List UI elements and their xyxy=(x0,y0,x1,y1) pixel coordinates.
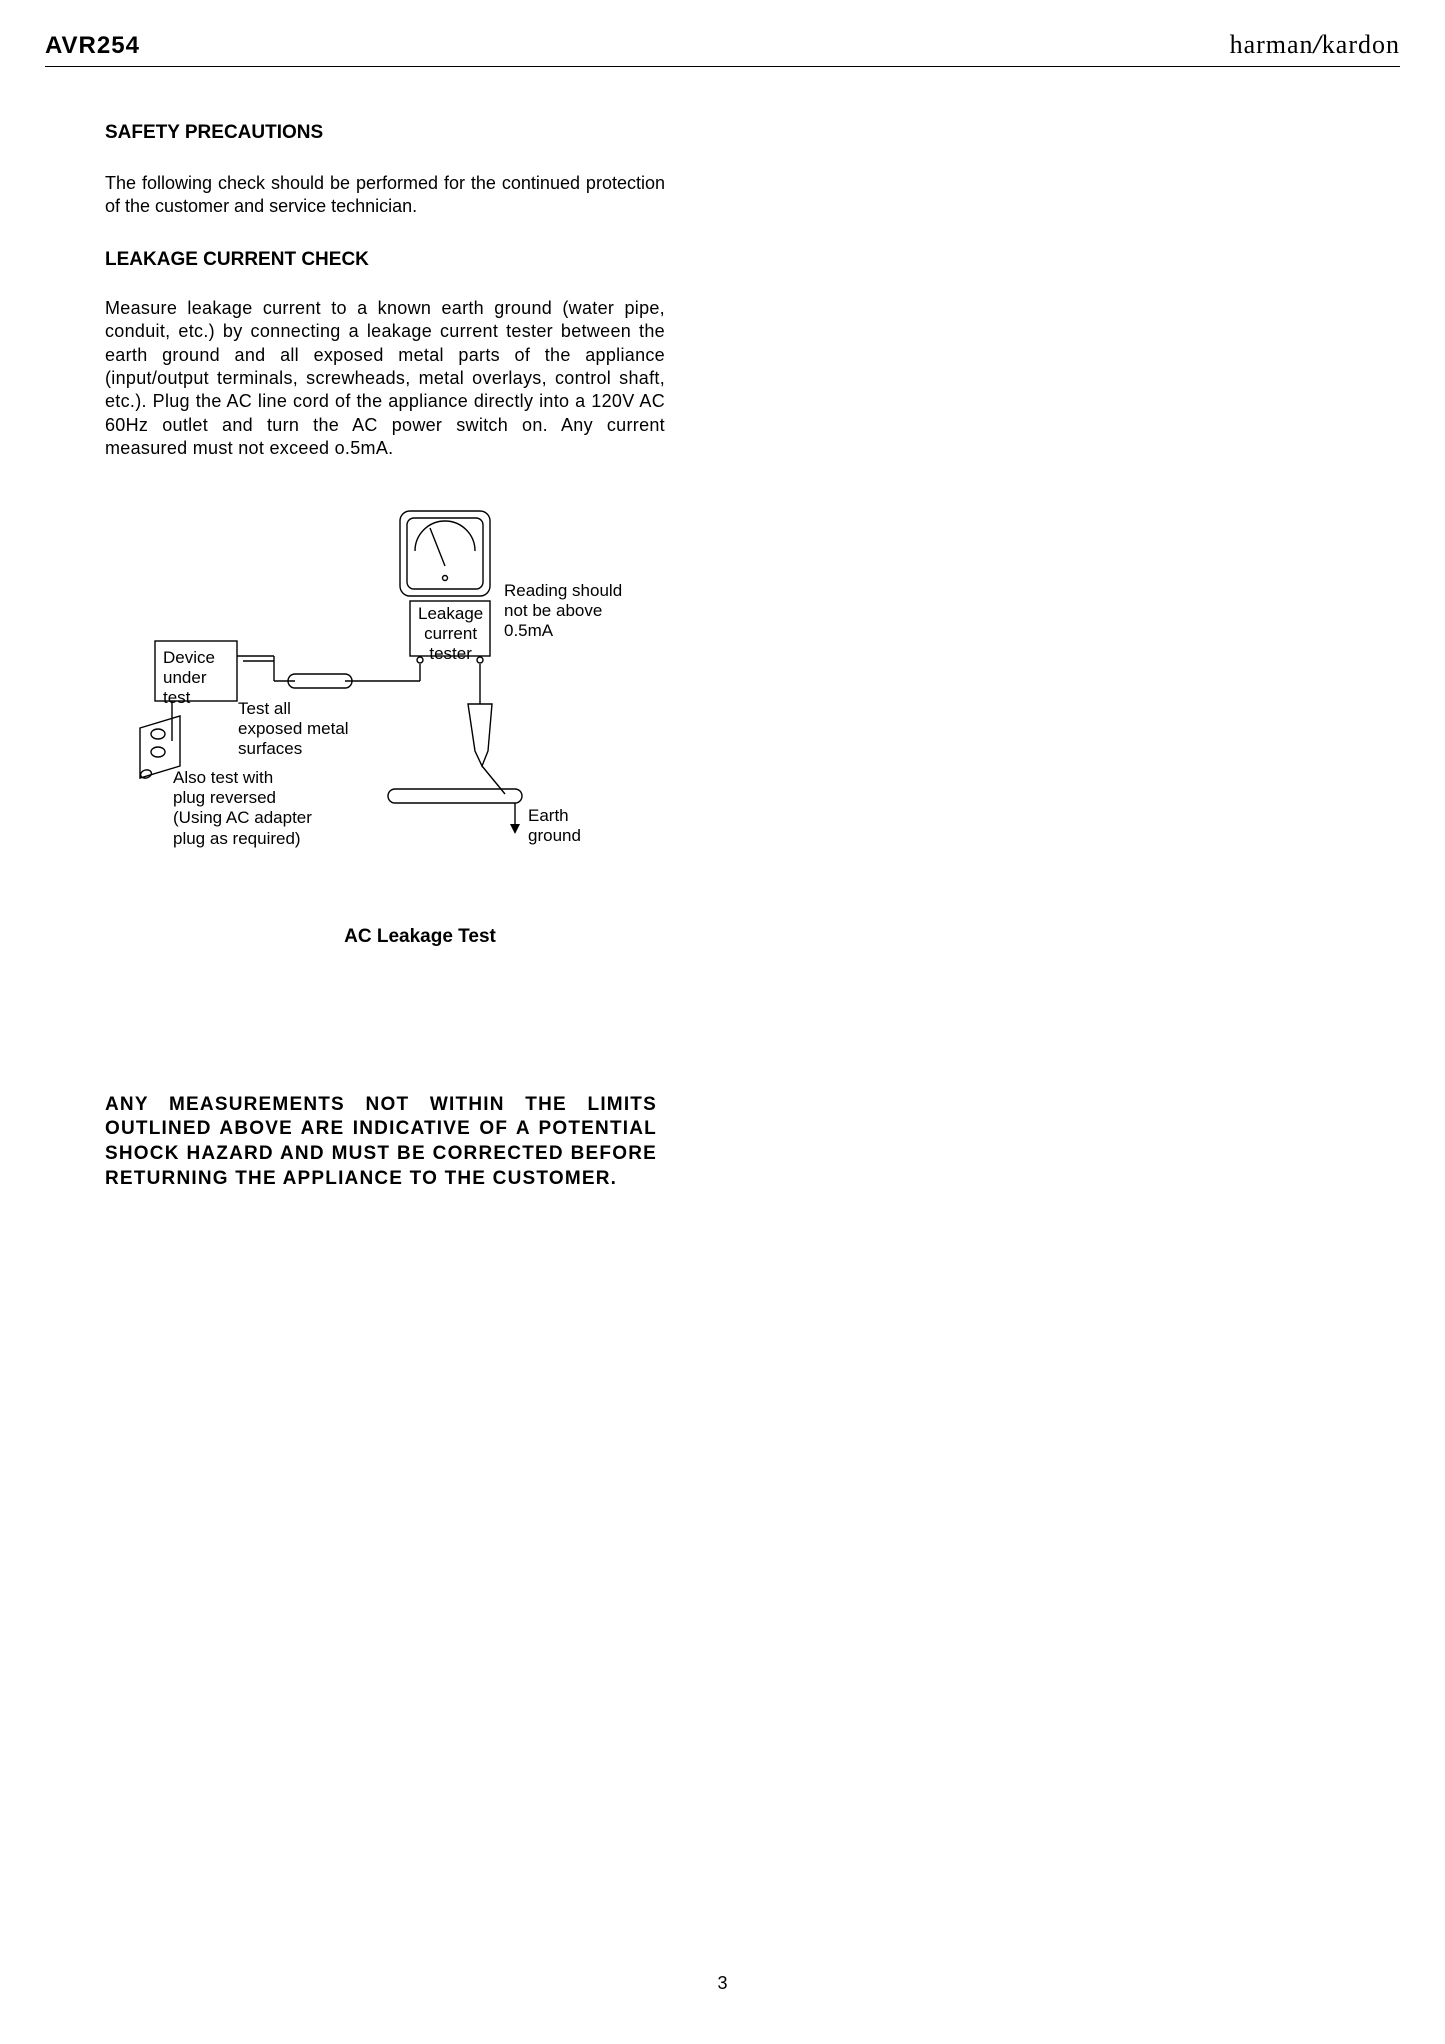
label-reading: Reading should not be above 0.5mA xyxy=(504,581,622,642)
label-device: Device under test xyxy=(163,648,215,709)
model-label: AVR254 xyxy=(45,32,140,60)
leakage-diagram: Device under test Reading should not be … xyxy=(110,506,670,886)
label-testall: Test all exposed metal surfaces xyxy=(238,699,349,760)
brand-logo: harman/kardon xyxy=(1230,30,1400,60)
para-safety: The following check should be performed … xyxy=(105,172,665,219)
heading-safety: SAFETY PRECAUTIONS xyxy=(105,122,665,144)
label-plugrev: Also test with plug reversed (Using AC a… xyxy=(173,768,312,850)
brand-part1: harman xyxy=(1230,30,1314,59)
page-number: 3 xyxy=(0,1973,1445,1994)
label-earth: Earth ground xyxy=(528,806,581,847)
diagram-caption: AC Leakage Test xyxy=(175,926,665,948)
content-column: SAFETY PRECAUTIONS The following check s… xyxy=(105,122,665,948)
warning-text: ANY MEASUREMENTS NOT WITHIN THE LIMITS O… xyxy=(105,1093,657,1192)
brand-slash: / xyxy=(1314,30,1322,59)
page-header: AVR254 harman/kardon xyxy=(45,30,1400,67)
brand-part2: kardon xyxy=(1322,30,1400,59)
label-tester: Leakage current tester xyxy=(418,604,483,665)
para-leakage: Measure leakage current to a known earth… xyxy=(105,297,665,461)
heading-leakage: LEAKAGE CURRENT CHECK xyxy=(105,249,665,271)
